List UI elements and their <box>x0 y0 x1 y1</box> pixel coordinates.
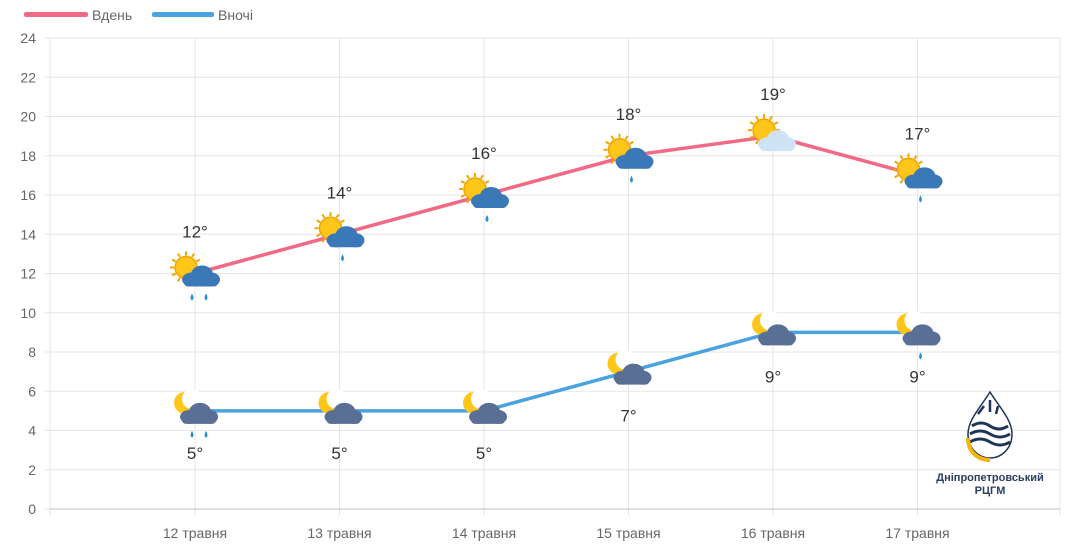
weather-icons <box>170 114 943 438</box>
legend-swatch-night <box>152 12 214 17</box>
sun-cloud-rain-icon <box>459 173 509 222</box>
y-tick-label: 18 <box>20 148 36 164</box>
sun-cloud-rain-icon <box>170 251 220 301</box>
legend-item-day[interactable]: Вдень <box>24 7 132 23</box>
moon-cloud-rain-icon <box>174 388 218 438</box>
x-axis: 12 травня 13 травня 14 травня 15 травня 16 т… <box>50 508 1060 541</box>
data-labels: 12° 14° 16° 18° 19° 17° 5° 5° 5° 7° 9° 9° <box>182 85 930 463</box>
y-tick-label: 16 <box>20 187 36 203</box>
data-label-night: 5° <box>187 444 203 463</box>
data-label-night: 7° <box>620 407 636 426</box>
x-tick-label: 16 травня <box>741 525 805 541</box>
x-tick-label: 17 травня <box>885 525 949 541</box>
x-tick-label: 12 травня <box>163 525 227 541</box>
x-tick-label: 13 травня <box>307 525 371 541</box>
sun-cloud-rain-icon <box>603 133 654 183</box>
y-tick-label: 22 <box>20 69 36 85</box>
data-label-night: 5° <box>476 444 492 463</box>
legend-item-night[interactable]: Вночі <box>152 7 253 23</box>
sun-cloud-rain-icon <box>892 153 943 203</box>
y-tick-label: 20 <box>20 109 36 125</box>
data-label-day: 14° <box>327 183 353 202</box>
moon-cloud-icon <box>318 388 363 424</box>
data-label-day: 18° <box>616 105 642 124</box>
y-tick-label: 12 <box>20 266 36 282</box>
organization-caption: Дніпропетровський РЦГМ <box>918 472 1062 498</box>
data-label-night: 9° <box>909 367 925 386</box>
organization-abbr: РЦГМ <box>974 485 1006 497</box>
moon-cloud-icon <box>463 388 507 424</box>
y-tick-label: 24 <box>20 30 36 46</box>
chart-grid <box>49 37 1061 515</box>
data-label-night: 9° <box>765 367 781 386</box>
legend-label-night: Вночі <box>218 7 253 23</box>
y-tick-label: 4 <box>28 423 36 439</box>
y-tick-label: 8 <box>28 344 36 360</box>
sun-cloud-icon <box>748 114 796 152</box>
organization-name: Дніпропетровський <box>936 472 1044 484</box>
moon-cloud-rain-icon <box>896 310 941 360</box>
x-tick-label: 15 травня <box>596 525 660 541</box>
legend-label-day: Вдень <box>92 7 132 23</box>
y-tick-label: 6 <box>28 383 36 399</box>
y-tick-label: 10 <box>20 305 36 321</box>
data-label-night: 5° <box>331 444 347 463</box>
series-line-day <box>194 134 918 276</box>
legend-swatch-day <box>24 12 88 17</box>
moon-cloud-icon <box>607 349 652 385</box>
series-line-night <box>195 330 918 413</box>
y-tick-label: 0 <box>28 501 36 517</box>
y-tick-label: 14 <box>20 226 36 242</box>
series-lines <box>194 134 918 413</box>
legend[interactable]: Вдень Вночі <box>24 7 253 23</box>
moon-cloud-icon <box>752 310 796 346</box>
data-label-day: 12° <box>182 223 208 242</box>
sun-cloud-rain-icon <box>314 212 365 262</box>
organization-logo-icon <box>966 390 1013 462</box>
data-label-day: 16° <box>471 144 497 163</box>
y-tick-label: 2 <box>28 462 36 478</box>
x-tick-label: 14 травня <box>452 525 516 541</box>
data-label-day: 17° <box>905 124 931 143</box>
data-label-day: 19° <box>760 85 786 104</box>
